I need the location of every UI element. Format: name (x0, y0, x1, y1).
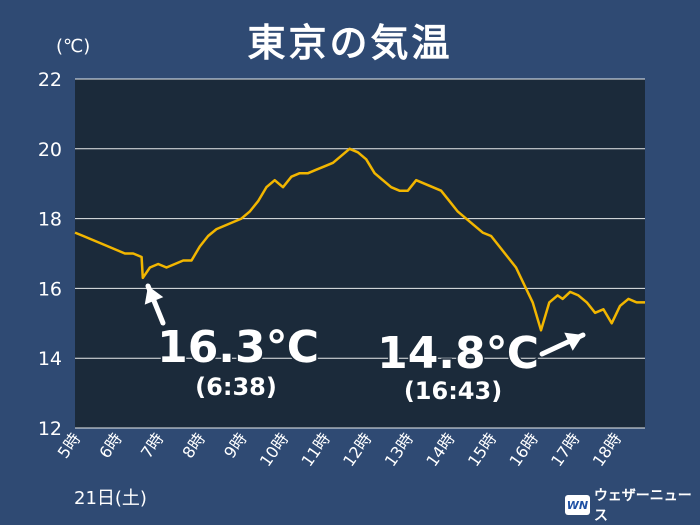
x-tick-label: 7時 (137, 429, 168, 461)
y-unit-label: (℃) (56, 36, 91, 57)
x-tick-label: 13時 (381, 429, 417, 470)
max-min-arrow-2-head (564, 332, 583, 351)
y-tick-label: 12 (38, 418, 62, 440)
y-tick-label: 14 (38, 348, 62, 370)
x-tick-label: 18時 (589, 429, 625, 470)
annotation-time-1: (6:38) (195, 373, 277, 401)
y-tick-label: 18 (38, 209, 62, 231)
x-tick-label: 8時 (179, 429, 210, 461)
x-tick-label: 15時 (464, 429, 500, 470)
max-min-arrow-1-head (144, 286, 164, 305)
y-tick-label: 20 (38, 139, 62, 161)
brand-logo-icon: WN (565, 495, 590, 515)
x-tick-label: 12時 (339, 429, 375, 470)
y-tick-label: 22 (38, 69, 62, 91)
chart-title: 東京の気温 (247, 21, 453, 65)
x-tick-label: 14時 (422, 429, 458, 470)
annotation-value-2: 14.8℃ (377, 328, 539, 379)
x-tick-label: 11時 (297, 429, 333, 470)
brand-logo: WN ウェザーニュース (565, 488, 700, 524)
date-label: 21日(土) (74, 488, 147, 509)
temperature-line (74, 147, 645, 332)
x-tick-label: 10時 (256, 429, 292, 470)
plot-background (75, 79, 645, 428)
y-tick-label: 16 (38, 278, 62, 300)
annotation-time-2: (16:43) (404, 377, 502, 405)
brand-name: ウェザーニュース (593, 488, 692, 524)
x-tick-label: 9時 (220, 429, 251, 461)
annotation-value-1: 16.3℃ (157, 322, 319, 373)
x-tick-label: 6時 (95, 429, 126, 461)
x-tick-label: 17時 (547, 429, 583, 470)
x-tick-label: 16時 (506, 429, 542, 470)
